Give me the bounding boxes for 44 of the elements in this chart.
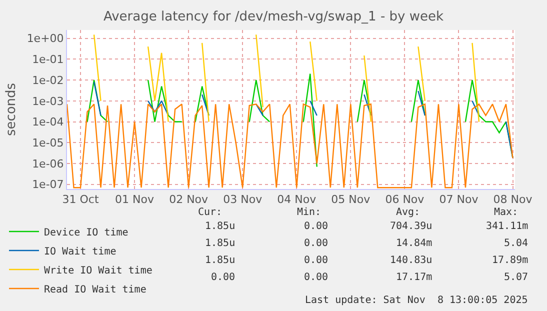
chart-title: Average latency for /dev/mesh-vg/swap_1 - by week <box>103 10 444 25</box>
text: 0.00 <box>211 272 236 283</box>
y-tick-label: 1e-06 <box>32 157 64 170</box>
y-tick-label: 1e+00 <box>26 32 64 46</box>
y-tick-label: 1e-01 <box>32 53 64 66</box>
y-tick-label: 1e-04 <box>32 116 64 129</box>
text: 140.83u <box>390 255 432 266</box>
text: Avg: <box>396 207 420 218</box>
text: 17.17m <box>396 272 432 283</box>
text: 0.00 <box>304 238 328 249</box>
y-tick-label: 1e-03 <box>32 94 64 108</box>
y-tick-label: 1e-07 <box>32 178 64 192</box>
x-tick-label: 03 Nov <box>223 193 263 206</box>
text: 14.84m <box>396 238 432 249</box>
x-tick-label: 01 Nov <box>115 193 155 206</box>
text: 341.11m <box>486 221 528 232</box>
text: 0.00 <box>304 272 328 283</box>
x-tick-label: 07 Nov <box>439 193 479 206</box>
legend-label: Write IO Wait time <box>44 265 152 276</box>
x-tick-label: 06 Nov <box>385 193 425 206</box>
text: 1.85u <box>205 255 236 266</box>
text: Cur: <box>198 207 222 218</box>
text: 0.00 <box>304 221 328 232</box>
text: Last update: Sat Nov 8 13:00:05 2025 <box>305 295 528 306</box>
x-tick-label: 04 Nov <box>277 193 317 206</box>
x-tick-label: 31 Oct <box>62 193 100 206</box>
text: 704.39u <box>390 221 432 232</box>
x-tick-label: 02 Nov <box>169 193 209 206</box>
text: 1.85u <box>205 238 236 249</box>
text: 0.00 <box>304 255 328 266</box>
text: 1.85u <box>205 221 236 232</box>
text: Min: <box>297 207 322 218</box>
y-tick-label: 1e-05 <box>32 136 64 150</box>
x-tick-label: 05 Nov <box>331 193 371 206</box>
y-axis-title: seconds <box>4 82 19 136</box>
legend-label: Read IO Wait time <box>44 284 146 296</box>
text: Max: <box>494 207 518 218</box>
y-tick-label: 1e-02 <box>32 74 64 87</box>
x-tick-label: 08 Nov <box>493 193 533 206</box>
legend-label: Device IO time <box>44 227 128 238</box>
text: 5.04 <box>504 238 528 249</box>
text: 17.89m <box>492 255 528 266</box>
text: 5.07 <box>504 272 528 283</box>
legend-label: IO Wait time <box>44 246 116 258</box>
